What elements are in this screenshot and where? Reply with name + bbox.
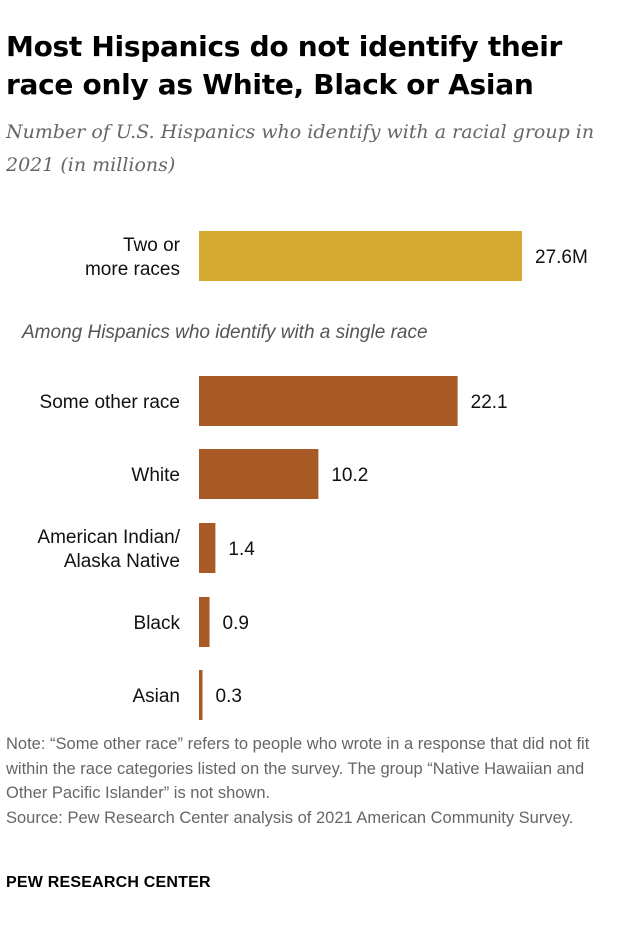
single-race-group-label: Among Hispanics who identify with a sing…	[21, 322, 428, 343]
chart-notes: Note: “Some other race” refers to people…	[6, 732, 606, 830]
bar-white	[199, 449, 319, 499]
bar-asian	[199, 670, 203, 720]
value-label: 0.3	[216, 686, 242, 707]
chart-subtitle: Number of U.S. Hispanics who identify wi…	[6, 121, 595, 176]
chart-title: Most Hispanics do not identify their rac…	[6, 30, 563, 101]
value-label: 0.9	[223, 613, 249, 634]
bar-two-or-more-races	[199, 231, 522, 281]
value-label: 22.1	[471, 392, 508, 413]
category-label: Some other race	[40, 392, 180, 413]
source-text: Source: Pew Research Center analysis of …	[6, 808, 574, 827]
value-label: 1.4	[228, 539, 255, 560]
category-label: Two or more races	[85, 235, 181, 280]
bar-american-indian-alaska-native	[199, 523, 216, 573]
category-label: Asian	[132, 686, 180, 707]
bar-chart: 27.6M Two or more races 22.1 Some other race…	[21, 231, 588, 720]
bar-some-other-race	[199, 376, 458, 426]
publisher-logo-text: PEW RESEARCH CENTER	[6, 874, 211, 891]
category-label: Black	[134, 613, 181, 634]
category-label: White	[131, 465, 180, 486]
category-label: American Indian/Alaska Native	[37, 527, 180, 572]
value-label: 27.6M	[535, 247, 588, 268]
value-label: 10.2	[331, 465, 368, 486]
bar-black	[199, 597, 210, 647]
note-text: Note: “Some other race” refers to people…	[6, 735, 590, 802]
